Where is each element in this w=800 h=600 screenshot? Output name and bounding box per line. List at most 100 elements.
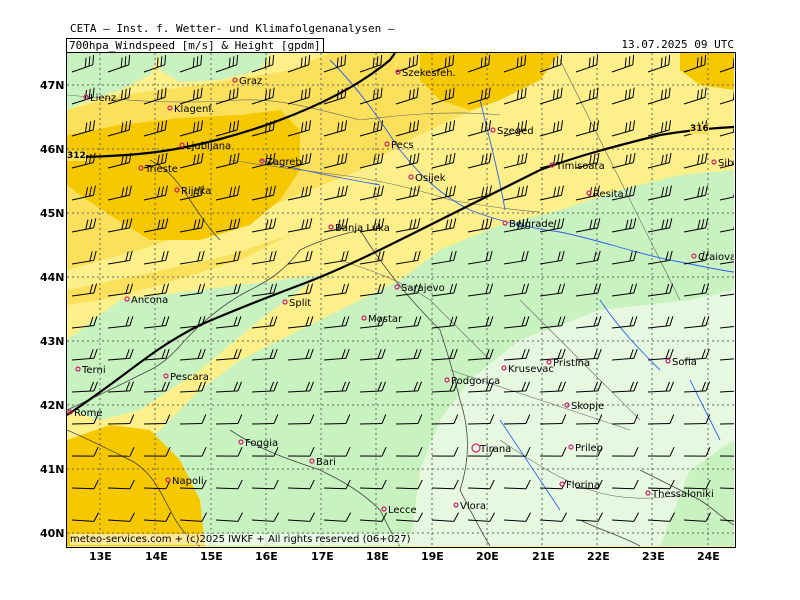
wind-barb [503, 152, 528, 169]
city-marker [444, 377, 450, 383]
city-marker [238, 439, 244, 445]
wind-barb [179, 152, 204, 169]
city-label: Szekesfeh. [402, 68, 456, 79]
wind-barb [683, 283, 710, 297]
wind-barb [467, 185, 492, 201]
wind-barb [575, 283, 602, 297]
contour-label-312: 312 [67, 151, 86, 161]
wind-barb [287, 54, 311, 73]
wind-barb [143, 283, 170, 297]
contour-316 [67, 125, 734, 416]
city-label: Prilep [575, 443, 603, 454]
wind-barb [683, 446, 711, 457]
lon-label: 15E [200, 550, 223, 563]
wind-barb [647, 414, 675, 425]
wind-barb [107, 381, 134, 393]
wind-barb [71, 120, 96, 137]
wind-barb [107, 87, 131, 105]
city-marker [83, 94, 89, 100]
wind-barb [467, 381, 494, 393]
wind-barb [395, 218, 421, 233]
wind-barb [503, 414, 531, 425]
city-marker [259, 158, 265, 164]
wind-barb [719, 390, 734, 393]
wind-barb [179, 414, 207, 425]
wind-barb [611, 479, 639, 490]
wind-barb [107, 479, 135, 490]
wind-barb [719, 423, 734, 425]
wind-barb [467, 152, 492, 169]
wind-barb [611, 381, 638, 393]
city-marker [645, 490, 651, 496]
wind-barb [323, 152, 348, 169]
fill-orange-yellow-ne [420, 53, 560, 110]
city-marker [559, 481, 565, 487]
wind-barb [251, 152, 276, 169]
city-label: Bari [316, 457, 336, 468]
wind-barb [683, 479, 711, 490]
city-label: Szeged [497, 126, 534, 137]
wind-barb [143, 218, 169, 233]
wind-barb [107, 283, 134, 297]
wind-barb [179, 316, 206, 329]
wind-barb [647, 185, 672, 201]
wind-barb [503, 479, 531, 490]
city-marker [408, 174, 414, 180]
wind-barb [503, 381, 530, 393]
city-label: Belgrade [509, 219, 554, 230]
wind-barb [431, 414, 459, 425]
wind-barb [503, 250, 529, 265]
city-marker [179, 142, 185, 148]
wind-barb [539, 87, 563, 105]
wind-barb [467, 120, 492, 137]
fill-orange-yellow-sw [67, 425, 205, 546]
wind-barb [647, 250, 673, 265]
wind-barb [395, 348, 422, 361]
city-label: Mostar [368, 314, 403, 325]
wind-barb [215, 218, 241, 233]
wind-barb [647, 54, 671, 73]
wind-barb [143, 54, 167, 73]
wind-barb [503, 87, 527, 105]
wind-barb [251, 479, 279, 490]
wind-barb [71, 381, 98, 393]
city-marker [232, 77, 238, 83]
wind-barb [431, 283, 458, 297]
wind-barb [467, 250, 493, 265]
wind-barb [719, 455, 734, 457]
wind-barb [575, 54, 599, 73]
city-label: Ljubljana [186, 141, 231, 152]
wind-barb [683, 54, 707, 73]
lat-label: 40N [40, 527, 65, 540]
wind-barb [467, 218, 493, 233]
wind-barb [575, 381, 602, 393]
wind-barb [251, 283, 278, 297]
wind-barb [575, 512, 603, 522]
wind-barb [323, 185, 348, 201]
city-marker [165, 477, 171, 483]
wind-barb [143, 185, 168, 201]
wind-barb [431, 87, 455, 105]
wind-barb [395, 512, 423, 522]
city-label: Osijek [415, 173, 446, 184]
city-marker [549, 162, 555, 168]
wind-barb [359, 185, 384, 201]
coastlines [67, 159, 734, 547]
fill-light-green [140, 170, 734, 546]
wind-barb [611, 512, 639, 522]
wind-barb [179, 87, 203, 105]
wind-barb [647, 348, 674, 361]
wind-barb [215, 348, 242, 361]
city-marker [282, 299, 288, 305]
wind-barb [539, 381, 566, 393]
wind-barb [395, 446, 423, 457]
wind-barb [719, 187, 734, 201]
city-label: Zagreb [266, 157, 302, 168]
wind-barb [647, 479, 675, 490]
wind-barb [287, 479, 315, 490]
wind-barb [251, 87, 275, 105]
wind-barb [215, 120, 240, 137]
city-label: Sofia [672, 357, 697, 368]
city-marker [124, 296, 130, 302]
wind-barb [71, 512, 99, 522]
